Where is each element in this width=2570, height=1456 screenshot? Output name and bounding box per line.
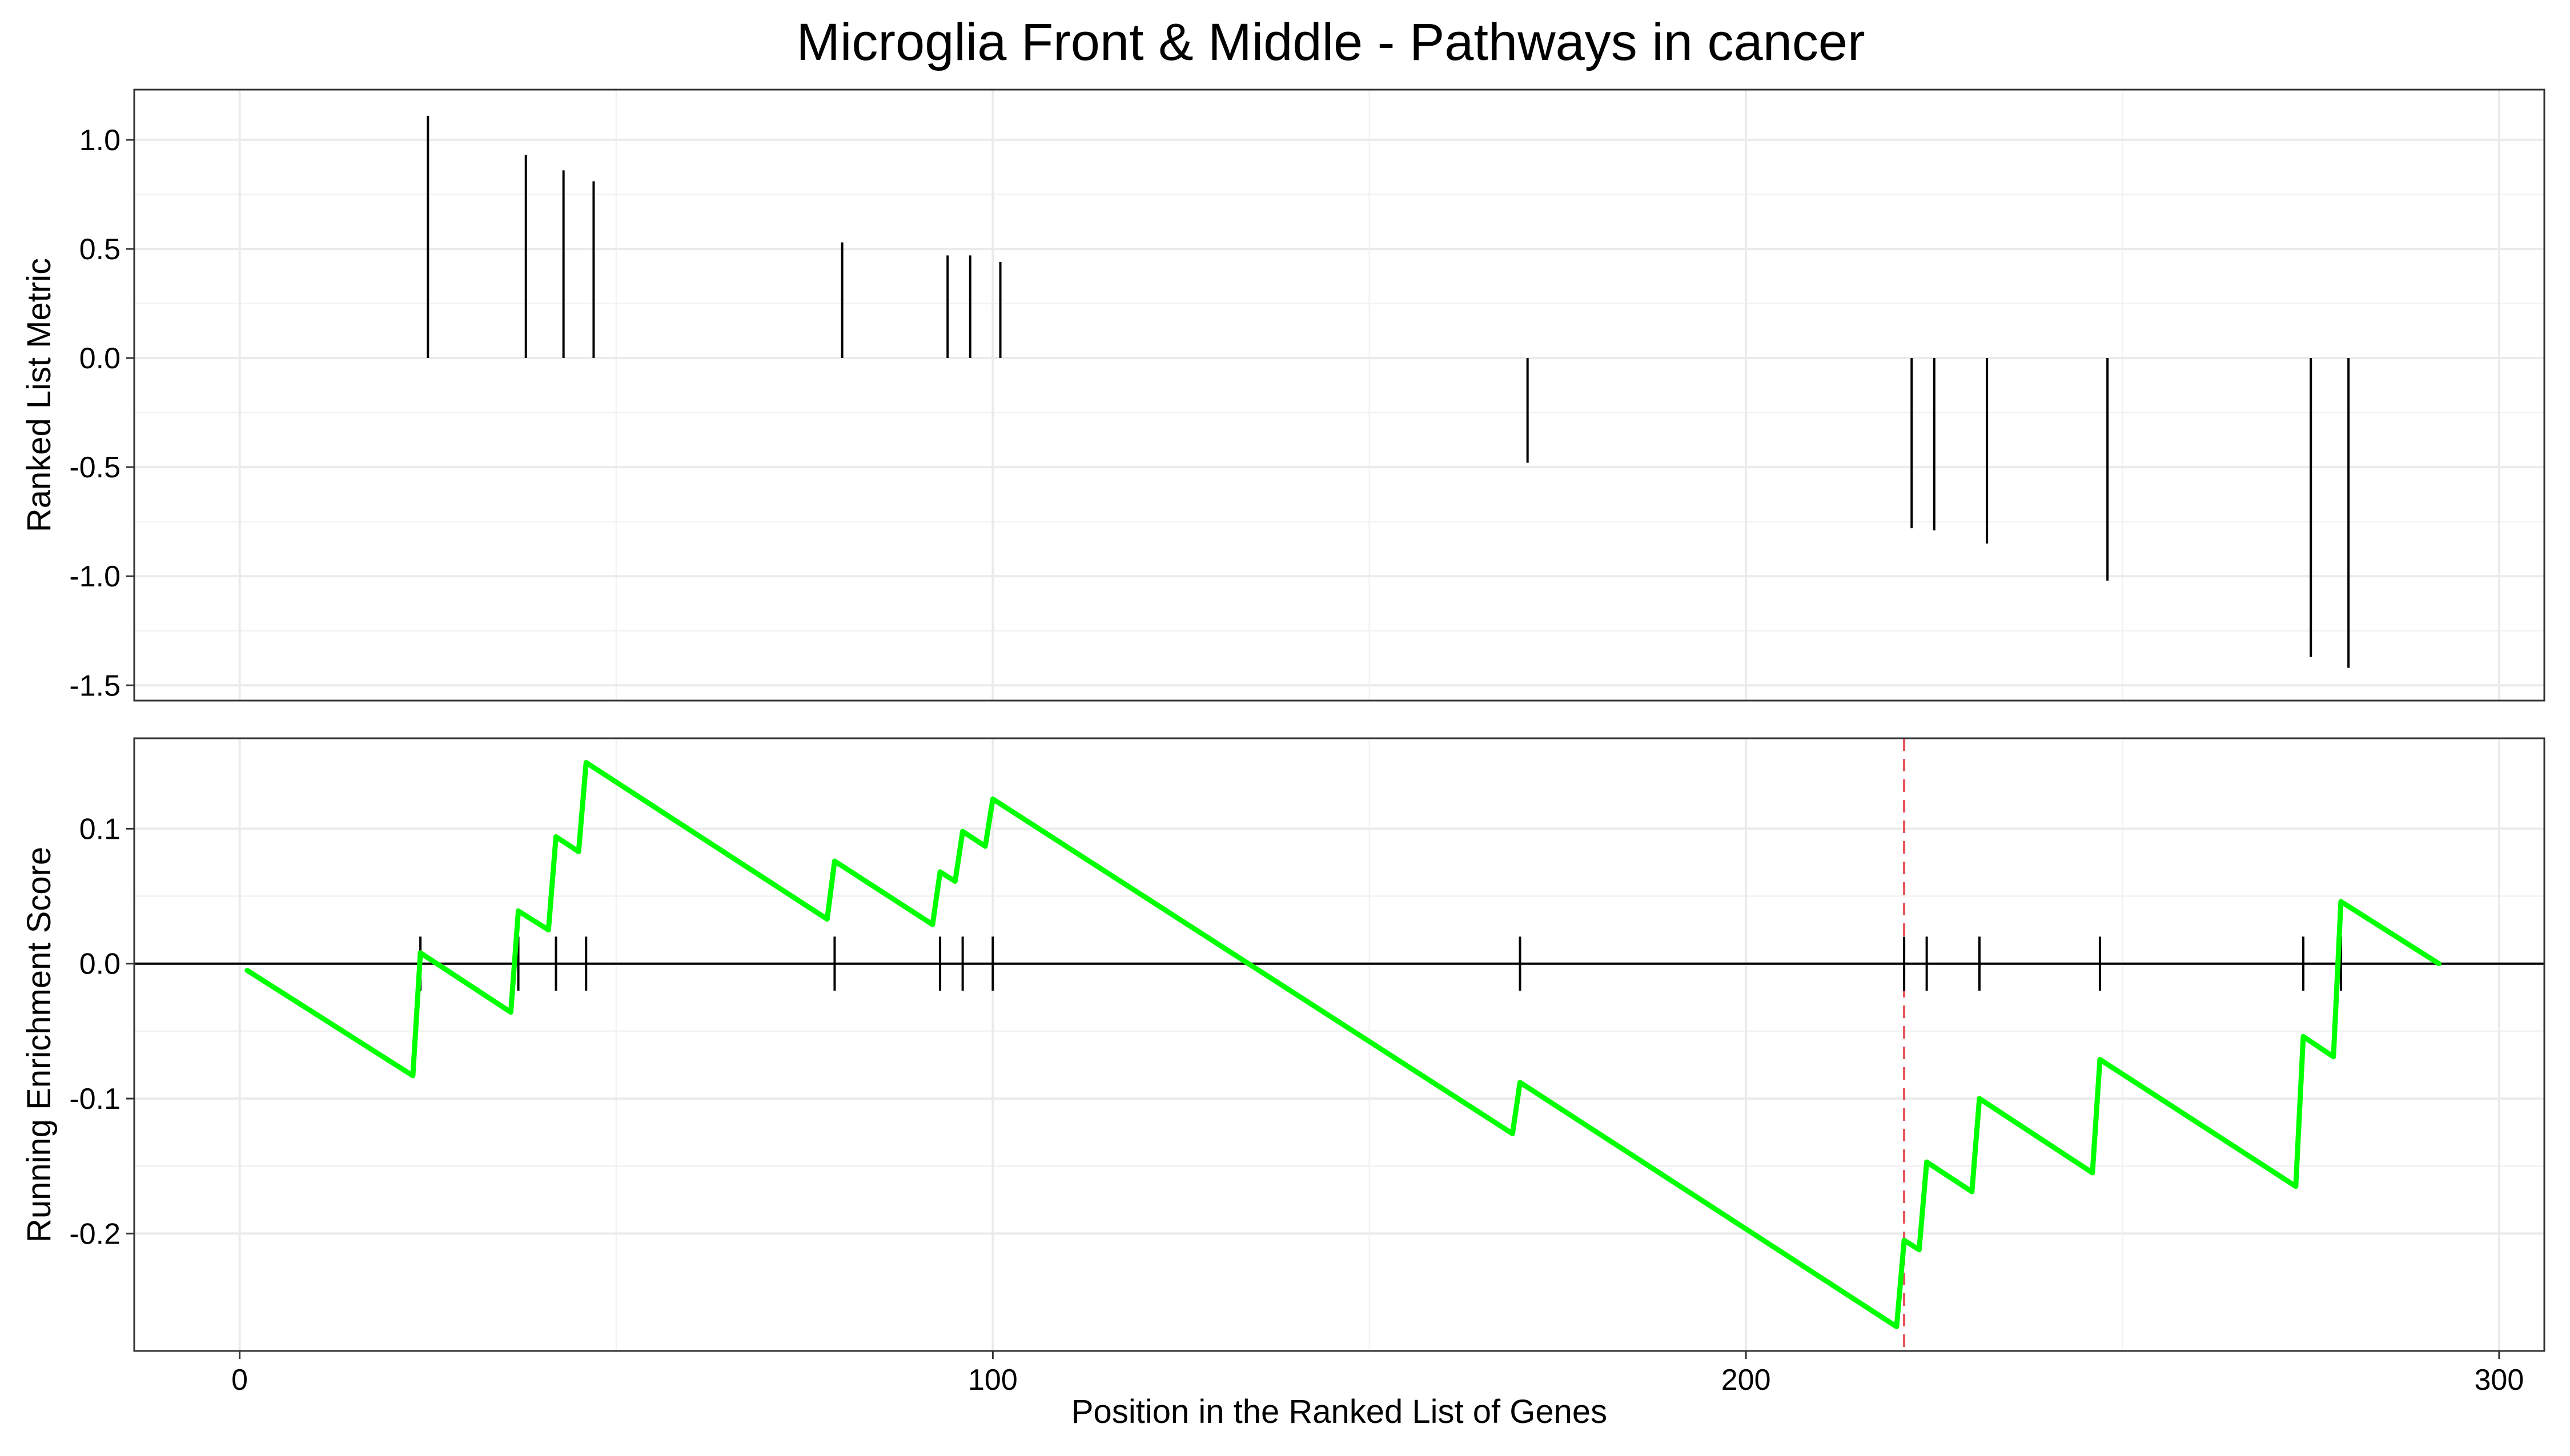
- bottom-y-axis-title: Running Enrichment Score: [21, 847, 58, 1242]
- top-y-axis-title: Ranked List Metric: [21, 258, 58, 532]
- top-panel: -1.5 -1.0 -0.5 0.0 0.5 1.0 Ranked List Metric: [21, 89, 2545, 702]
- top-y-axis: -1.5 -1.0 -0.5 0.0 0.5 1.0: [69, 124, 134, 702]
- top-y-tick-label: 0.5: [79, 233, 121, 266]
- x-tick-label: 300: [2474, 1364, 2524, 1397]
- x-axis: 0 100 200 300: [231, 1351, 2524, 1397]
- x-tick-label: 100: [968, 1364, 1018, 1397]
- bottom-y-tick-label: -0.1: [69, 1083, 121, 1116]
- bottom-y-tick-label: 0.1: [79, 813, 121, 846]
- bottom-panel-border: [133, 737, 2545, 1352]
- top-y-tick-label: -1.0: [69, 560, 121, 593]
- top-y-tick-label: 0.0: [79, 342, 121, 375]
- top-y-tick-label: 1.0: [79, 124, 121, 157]
- x-axis-title: Position in the Ranked List of Genes: [1071, 1393, 1607, 1430]
- top-gridlines: [134, 90, 2544, 701]
- chart-title: Microglia Front & Middle - Pathways in c…: [796, 13, 1865, 71]
- bottom-panel: -0.2 -0.1 0.0 0.1 Running Enrichment Score: [21, 737, 2545, 1352]
- running-es-line: [244, 760, 2442, 1329]
- top-y-tick-label: -0.5: [69, 451, 121, 484]
- top-y-tick-label: -1.5: [69, 669, 121, 702]
- bottom-y-tick-label: 0.0: [79, 948, 121, 981]
- x-tick-label: 200: [1721, 1364, 1771, 1397]
- running-es-marks: [134, 738, 2544, 1351]
- x-tick-label: 0: [231, 1364, 248, 1397]
- bottom-gridlines: [134, 738, 2544, 1351]
- ranked-metric-bars: [427, 115, 2350, 668]
- bottom-y-tick-label: -0.2: [69, 1217, 121, 1250]
- bottom-y-axis: -0.2 -0.1 0.0 0.1: [69, 813, 134, 1250]
- top-panel-border: [133, 89, 2545, 702]
